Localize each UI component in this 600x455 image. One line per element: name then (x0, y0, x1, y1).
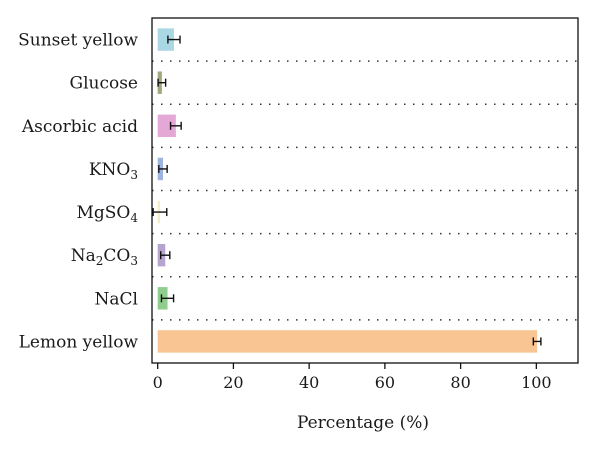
error-bar (160, 294, 175, 303)
x-tick-label: 100 (521, 373, 552, 392)
category-label: Lemon yellow (19, 332, 139, 352)
bars (157, 28, 538, 353)
x-tick-label: 80 (450, 373, 470, 392)
error-bars (152, 35, 542, 346)
x-axis-ticks: 0 20 40 60 80 100 (153, 363, 552, 392)
category-label: Sunset yellow (18, 31, 138, 51)
error-bar (158, 164, 168, 173)
bar (157, 114, 176, 138)
x-tick-label: 20 (223, 373, 243, 392)
error-bar (532, 337, 542, 346)
x-axis-title: Percentage (%) (297, 413, 429, 433)
error-bar (169, 121, 182, 130)
error-bar (157, 78, 167, 87)
category-label: Na2CO3 (71, 246, 138, 268)
category-labels: Sunset yellow Glucose Ascorbic acid KNO3 MgS… (18, 31, 138, 353)
category-label: NaCl (95, 289, 138, 309)
category-label: Glucose (69, 74, 138, 94)
category-label: KNO3 (89, 160, 138, 182)
error-bar (160, 251, 171, 260)
category-label: MgSO4 (76, 203, 138, 225)
error-bar (152, 208, 168, 217)
category-label: Ascorbic acid (21, 117, 138, 137)
bar (157, 330, 538, 353)
bar (157, 28, 174, 51)
plot-frame (151, 17, 579, 364)
x-tick-label: 40 (299, 373, 319, 392)
error-bar (167, 35, 181, 44)
x-tick-label: 60 (375, 373, 395, 392)
x-tick-label: 0 (153, 373, 163, 392)
category-separators (152, 60, 578, 321)
